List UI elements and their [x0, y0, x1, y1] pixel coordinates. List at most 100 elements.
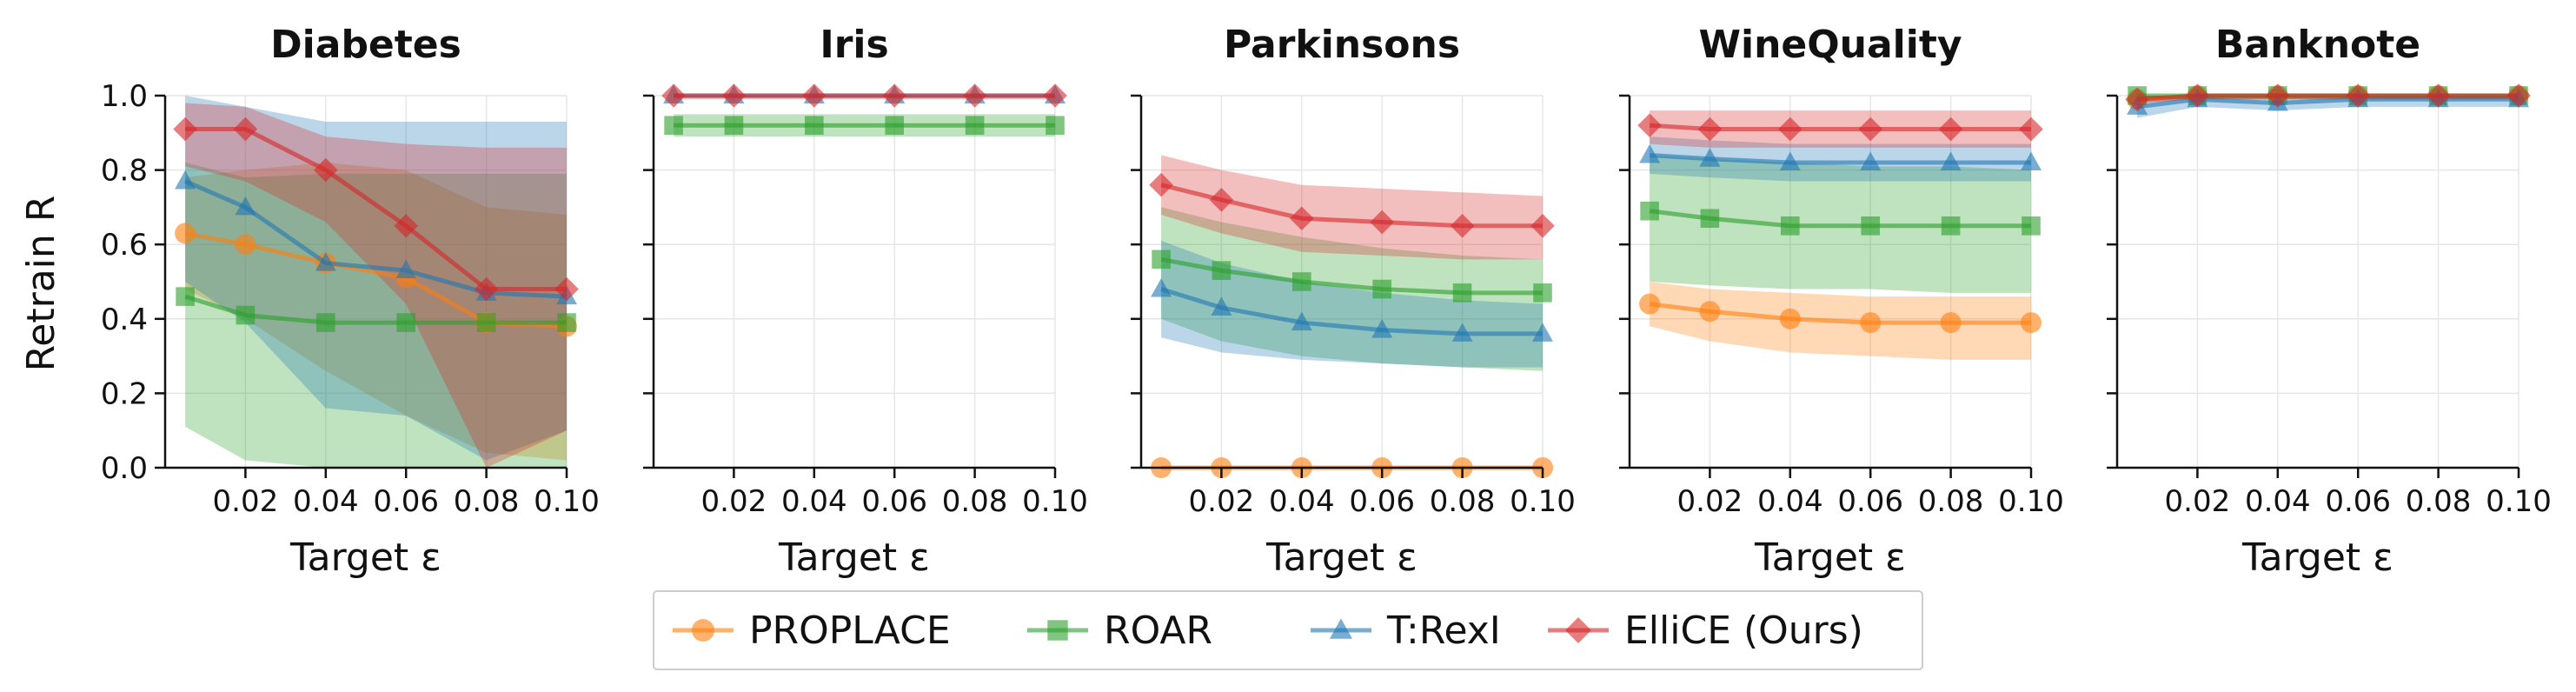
point-roar [1452, 283, 1472, 303]
point-roar [805, 116, 824, 136]
x-tick-label: 0.06 [861, 484, 927, 519]
x-tick-label: 0.02 [1189, 484, 1255, 519]
y-tick-label: 0.2 [101, 376, 148, 411]
point-ellice-ours [1530, 214, 1555, 238]
point-t-rexi [1291, 311, 1312, 331]
point-ellice-ours [2185, 83, 2210, 108]
point-t-rexi [395, 259, 417, 279]
legend-marker [1565, 617, 1591, 643]
x-tick-label: 0.02 [2165, 484, 2231, 519]
point-roar [236, 305, 256, 325]
panel-winequality: WineQuality 0.02 0.04 0.06 0.08 0.10 Target ε [1619, 23, 2064, 580]
panel-iris: Iris 0.02 0.04 0.06 0.08 0.10 Target ε [643, 23, 1088, 580]
legend: PROPLACE ROAR T:RexI ElliCE (Ours) [653, 590, 1923, 670]
point-t-rexi [1211, 296, 1232, 316]
point-roar [885, 116, 904, 136]
point-roar [1152, 250, 1171, 269]
x-axis-label: Target ε [1265, 536, 1417, 580]
legend-marker [1330, 618, 1352, 639]
point-ellice-ours [2346, 83, 2370, 108]
band-ellice-ours [1161, 155, 1543, 260]
legend-item-ellice-ours: ElliCE (Ours) [1548, 609, 1863, 653]
point-t-rexi [1371, 319, 1393, 338]
point-roar [664, 116, 683, 136]
legend-label: PROPLACE [749, 609, 951, 653]
x-tick-label: 0.06 [1837, 484, 1903, 519]
point-ellice-ours [2426, 83, 2451, 108]
point-ellice-ours [173, 116, 197, 142]
point-ellice-ours [1858, 116, 1882, 142]
point-roar [1700, 209, 1720, 229]
y-tick-label: 0.8 [101, 154, 148, 189]
x-tick-label: 0.08 [1430, 484, 1496, 519]
x-tick-label: 0.06 [1349, 484, 1415, 519]
point-roar [1861, 216, 1880, 236]
point-roar [2022, 216, 2041, 236]
point-ellice-ours [661, 83, 686, 108]
point-ellice-ours [1370, 210, 1394, 235]
x-tick-label: 0.04 [2245, 484, 2311, 519]
y-tick-label: 0.0 [101, 451, 148, 486]
x-tick-label: 0.10 [1998, 484, 2064, 519]
x-axis-label: Target ε [1754, 536, 1906, 580]
x-tick-label: 0.04 [781, 484, 847, 519]
series-line-t-rexi [1649, 152, 2031, 165]
x-tick-label: 0.08 [942, 484, 1008, 519]
x-axis-label: Target ε [289, 536, 442, 580]
point-ellice-ours [1043, 83, 1067, 108]
point-ellice-ours [2125, 87, 2149, 112]
legend-label: T:RexI [1386, 609, 1501, 653]
series-line-roar [1160, 256, 1543, 296]
point-t-rexi [1151, 277, 1172, 297]
x-tick-label: 0.02 [213, 484, 279, 519]
point-ellice-ours [394, 214, 418, 238]
point-t-rexi [2021, 151, 2042, 171]
x-tick-label: 0.04 [1757, 484, 1823, 519]
series-line-t-rexi [1160, 287, 1543, 336]
panel-title: Diabetes [270, 23, 461, 67]
point-ellice-ours [962, 83, 987, 108]
panel-title: WineQuality [1698, 23, 1962, 67]
point-roar [476, 313, 496, 332]
x-tick-label: 0.08 [1918, 484, 1984, 519]
series-line-roar [1649, 209, 2031, 229]
band-ellice-ours [185, 103, 567, 468]
point-ellice-ours [882, 83, 906, 108]
point-ellice-ours [1450, 214, 1475, 238]
band-roar [1161, 207, 1543, 371]
point-proplace [1860, 312, 1882, 334]
point-roar [1292, 272, 1311, 291]
point-ellice-ours [1149, 172, 1173, 197]
point-roar [1781, 216, 1800, 236]
point-t-rexi [1699, 148, 1721, 167]
point-ellice-ours [2266, 83, 2290, 108]
legend-item-roar: ROAR [1027, 609, 1212, 653]
point-roar [965, 116, 985, 136]
point-proplace [1779, 308, 1801, 329]
band-t-rexi [185, 96, 567, 461]
point-t-rexi [1940, 151, 1962, 171]
point-ellice-ours [802, 83, 827, 108]
x-tick-label: 0.06 [373, 484, 439, 519]
x-axis-label: Target ε [778, 536, 930, 580]
band-proplace [185, 163, 567, 461]
point-ellice-ours [1637, 113, 1662, 138]
x-tick-label: 0.10 [2486, 484, 2552, 519]
x-tick-label: 0.10 [1022, 484, 1088, 519]
point-roar [724, 116, 744, 136]
point-proplace [1639, 293, 1661, 315]
panel-banknote: Banknote 0.02 0.04 0.06 0.08 0.10 Target ε [2107, 23, 2552, 580]
series-line-t-rexi [2136, 96, 2519, 110]
point-ellice-ours [474, 276, 499, 302]
series-line-t-rexi [184, 179, 568, 299]
point-ellice-ours [314, 157, 338, 183]
point-roar [176, 287, 195, 306]
legend-frame [653, 590, 1923, 670]
x-tick-label: 0.10 [534, 484, 600, 519]
y-tick-label: 0.6 [101, 228, 148, 263]
point-ellice-ours [554, 276, 579, 302]
series-line-roar [184, 294, 567, 325]
point-roar [1640, 201, 1659, 221]
x-tick-label: 0.08 [2406, 484, 2472, 519]
series-line-ellice-ours [1160, 183, 1543, 229]
